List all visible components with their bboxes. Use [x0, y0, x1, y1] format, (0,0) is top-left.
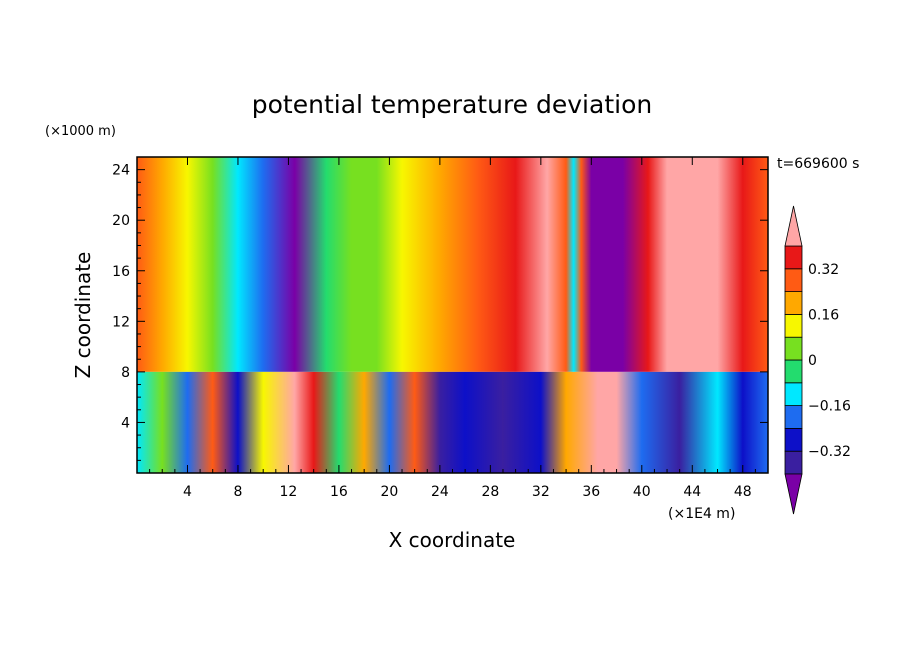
colorbar-extend-max: [784, 205, 803, 247]
y-unit-label: (×1000 m): [45, 124, 116, 139]
y-axis-label: Z coordinate: [71, 252, 95, 379]
colorbar-swatch: [784, 427, 803, 452]
y-tick-label: 24: [112, 163, 130, 179]
colorbar-swatch: [784, 291, 803, 315]
colorbar-tick-label: 0.32: [808, 262, 839, 278]
x-tick-label: 12: [280, 484, 298, 500]
y-tick-label: 20: [112, 213, 130, 229]
x-tick-label: 8: [233, 484, 242, 500]
colorbar-swatch: [784, 359, 803, 384]
colorbar: 0.32 0.16 0 −0.16 −0.32: [784, 205, 851, 515]
x-tick-label: 24: [431, 484, 449, 500]
x-axis-label: X coordinate: [389, 528, 516, 552]
colorbar-tick-label: −0.32: [808, 444, 851, 460]
upper-layer-field: [137, 157, 768, 372]
colorbar-swatch: [784, 450, 803, 475]
colorbar-swatch: [784, 405, 803, 429]
y-tick-label: 16: [112, 264, 130, 280]
y-axis: 4 8 12 16 20 24: [112, 163, 768, 461]
colorbar-swatch: [784, 245, 803, 270]
colorbar-tick-label: −0.16: [808, 399, 851, 415]
y-tick-label: 8: [121, 365, 130, 381]
x-tick-label: 36: [582, 484, 600, 500]
colorbar-tick-label: 0: [808, 353, 817, 369]
x-axis: 4 8 12 16 20 24 28 32 36 40 44 48: [149, 157, 756, 500]
chart-title: potential temperature deviation: [252, 90, 652, 119]
colorbar-swatch: [784, 313, 803, 338]
x-tick-label: 40: [633, 484, 651, 500]
x-tick-label: 44: [683, 484, 701, 500]
x-tick-label: 48: [734, 484, 752, 500]
x-unit-label: (×1E4 m): [668, 506, 735, 522]
x-tick-label: 4: [183, 484, 192, 500]
y-tick-label: 4: [121, 415, 130, 431]
colorbar-swatch: [784, 336, 803, 361]
time-label: t=669600 s: [777, 156, 859, 172]
colorbar-extend-min: [784, 473, 803, 515]
x-tick-label: 20: [380, 484, 398, 500]
colorbar-tick-label: 0.16: [808, 307, 839, 323]
plot-area: [137, 157, 768, 473]
colorbar-swatch: [784, 382, 803, 406]
lower-layer-field: [137, 371, 768, 473]
x-tick-label: 32: [532, 484, 550, 500]
colorbar-swatch: [784, 268, 803, 292]
x-tick-label: 16: [330, 484, 348, 500]
x-tick-label: 28: [481, 484, 499, 500]
y-tick-label: 12: [112, 314, 130, 330]
